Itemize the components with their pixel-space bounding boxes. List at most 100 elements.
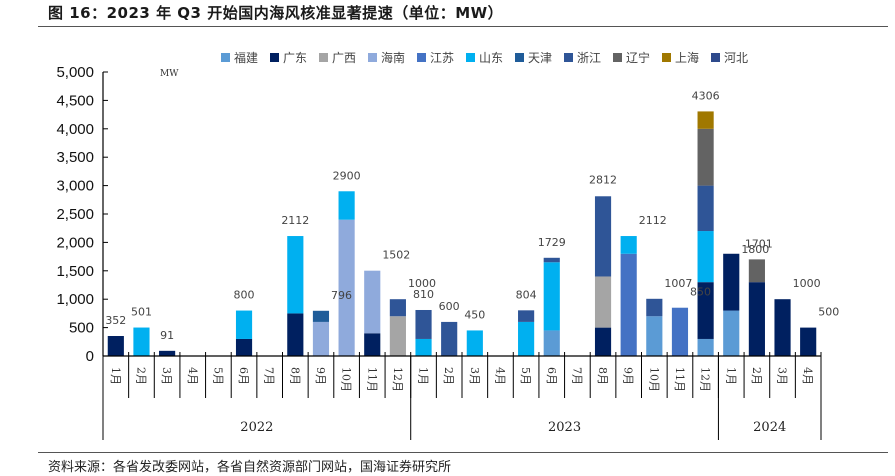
y-tick-label: 1,500 (56, 263, 94, 280)
data-label: 4306 (692, 89, 720, 102)
x-tick-label: 7月 (263, 367, 276, 385)
bar-segment-山东-12 (415, 338, 432, 356)
x-tick-label: 10月 (647, 367, 660, 392)
legend-swatch-江苏 (417, 53, 426, 62)
bar-segment-山东-16 (518, 321, 535, 356)
x-tick-label: 8月 (596, 367, 609, 385)
legend-swatch-广东 (270, 53, 279, 62)
year-label: 2022 (240, 420, 273, 435)
bar-segment-山东-1 (133, 327, 150, 356)
bar-segment-山东-20 (620, 236, 637, 254)
data-label: 850 (690, 286, 711, 299)
legend: 福建 广东 广西 海南 江苏 山东 天津 浙江 辽宁 上海 河北 (221, 50, 748, 65)
bar-segment-浙江-17 (543, 257, 560, 263)
legend-label: 海南 (381, 50, 405, 65)
bar-segment-浙江-21 (646, 298, 663, 317)
bar-segment-江苏-22 (671, 307, 689, 356)
bar-segment-广东-10 (364, 333, 381, 356)
year-label: 2024 (753, 420, 786, 435)
legend-swatch-福建 (221, 53, 230, 62)
x-tick-label: 1月 (417, 367, 430, 385)
x-tick-label: 4月 (493, 367, 506, 385)
bar-segment-山东-14 (466, 330, 483, 356)
bar-segment-福建-24 (723, 310, 740, 356)
data-label: 1701 (745, 237, 773, 250)
x-tick-label: 6月 (545, 367, 558, 385)
data-label: 2112 (281, 214, 309, 227)
data-label: 500 (818, 306, 839, 319)
bar-segment-福建-17 (543, 330, 560, 356)
data-label: 450 (464, 308, 485, 321)
data-label: 1000 (793, 277, 821, 290)
bar-segment-江苏-20 (620, 253, 637, 356)
bar-segment-山东-5 (235, 310, 253, 339)
bar-segment-广东-24 (723, 253, 740, 311)
legend-swatch-上海 (662, 53, 671, 62)
x-tick-label: 12月 (391, 367, 404, 392)
bar-segment-海南-8 (312, 321, 330, 356)
bar-segment-山东-9 (338, 191, 355, 220)
bar-segment-广西-11 (389, 316, 406, 356)
bar-segment-广东-25 (748, 282, 765, 356)
x-tick-label: 7月 (570, 367, 583, 385)
source-note: 资料来源：各省发改委网站，各省自然资源部门网站，国海证券研究所 (48, 460, 452, 475)
x-tick-label: 4月 (801, 367, 814, 385)
x-tick-label: 4月 (186, 367, 199, 385)
bar-segment-广东-19 (594, 327, 612, 356)
x-tick-label: 10月 (340, 367, 353, 392)
y-tick-label: 2,000 (56, 234, 94, 251)
bar-segment-浙江-13 (441, 321, 458, 356)
bar-segment-广东-27 (800, 327, 817, 356)
y-tick-label: 4,000 (56, 121, 94, 138)
bar-segment-上海-23 (697, 111, 714, 129)
y-tick-label: 0 (86, 348, 94, 365)
legend-label: 福建 (234, 50, 258, 65)
bar-segment-广东-7 (287, 313, 304, 356)
bar-segment-广东-0 (107, 336, 124, 356)
y-tick-label: 3,000 (56, 178, 94, 195)
title-divider (38, 26, 888, 27)
year-label: 2023 (548, 420, 581, 435)
bar-segment-福建-21 (646, 316, 663, 356)
data-label: 800 (234, 289, 255, 302)
bar-segment-山东-7 (287, 236, 304, 314)
data-label: 1007 (664, 277, 692, 290)
x-tick-label: 9月 (622, 367, 635, 385)
bar-segment-广西-19 (594, 276, 612, 328)
bar-segment-海南-10 (364, 270, 381, 334)
x-tick-label: 3月 (160, 367, 173, 385)
bars (107, 111, 817, 356)
x-tick-label: 12月 (699, 367, 712, 392)
bar-segment-辽宁-25 (748, 259, 765, 283)
y-axis: 0 500 1,000 1,500 2,000 2,500 3,000 3,500 4,000 4… (56, 64, 108, 365)
y-tick-label: 2,500 (56, 206, 94, 223)
x-tick-label: 2月 (442, 367, 455, 385)
x-tick-label: 9月 (314, 367, 327, 385)
data-label: 2812 (589, 173, 617, 186)
data-label: 1502 (382, 249, 410, 262)
source-divider (38, 452, 888, 453)
x-tick-label: 8月 (288, 367, 301, 385)
unit-label: MW (160, 69, 179, 79)
data-label: 501 (131, 306, 152, 319)
legend-swatch-海南 (368, 53, 377, 62)
y-tick-label: 5,000 (56, 64, 94, 81)
x-tick-label: 1月 (724, 367, 737, 385)
y-tick-label: 500 (69, 320, 94, 337)
bar-segment-浙江-12 (415, 309, 432, 339)
bar-segment-山东-23 (697, 231, 714, 283)
x-tick-label: 3月 (468, 367, 481, 385)
x-tick-label: 2月 (134, 367, 147, 385)
data-label: 2112 (639, 214, 667, 227)
legend-swatch-山东 (466, 53, 475, 62)
x-tick-label: 11月 (673, 367, 686, 392)
data-label: 804 (516, 288, 537, 301)
legend-swatch-河北 (711, 53, 720, 62)
legend-swatch-广西 (319, 53, 328, 62)
chart-title: 图 16：2023 年 Q3 开始国内海风核准显著提速（单位：MW） (48, 4, 504, 22)
y-tick-label: 3,500 (56, 149, 94, 166)
y-tick-label: 1,000 (56, 291, 94, 308)
legend-swatch-浙江 (564, 53, 573, 62)
legend-swatch-天津 (515, 53, 524, 62)
